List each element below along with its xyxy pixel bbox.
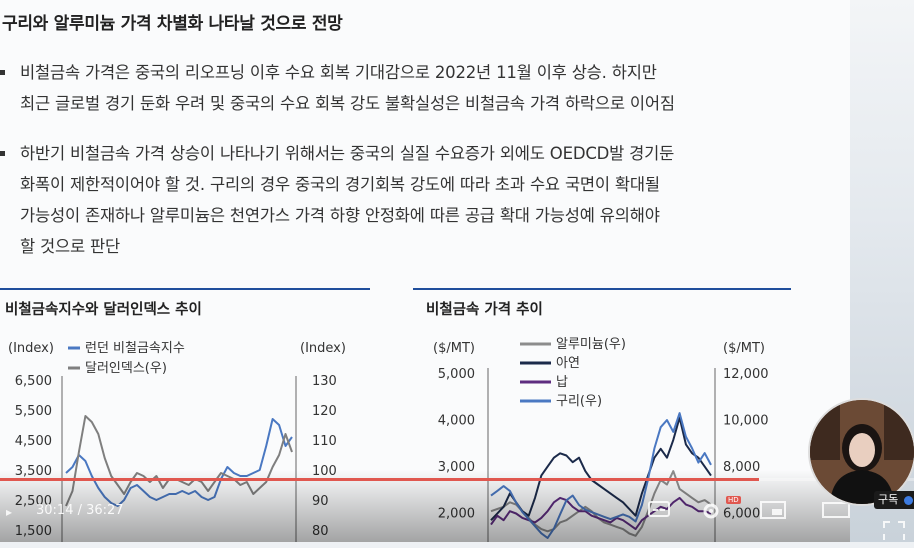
- bullet-2-line-2: 화폭이 제한적이어야 할 것. 구리의 경우 중국의 경기회복 강도에 따라 초…: [20, 175, 660, 194]
- y-left-tick-label: 5,000: [438, 367, 475, 382]
- bullet-1: 비철금속 가격은 중국의 리오프닝 이후 수요 회복 기대감으로 2022년 1…: [0, 58, 850, 120]
- y-left-tick-label: 3,500: [15, 464, 52, 479]
- bullet-1-line-2: 최근 글로벌 경기 둔화 우려 및 중국의 수요 회복 강도 불확실성은 비철금…: [20, 94, 675, 113]
- y-right-tick-label: 130: [312, 374, 337, 389]
- y-right-tick-label: 10,000: [723, 414, 769, 429]
- y-left-tick-label: 5,500: [15, 404, 52, 419]
- series-line-4: [490, 412, 712, 539]
- y-right-tick-label: 110: [312, 434, 337, 449]
- bullet-dot: [0, 151, 5, 156]
- y-right-tick-label: 12,000: [723, 367, 769, 382]
- chart-1-y-right-label: (Index): [300, 341, 346, 356]
- y-left-tick-label: 2,500: [15, 494, 52, 509]
- chart-2-panel: 비철금속 가격 추이 ($/MT) ($/MT) 알루미늄(우) 아연 납 구리…: [413, 288, 791, 548]
- chart-2-legend-2: 아연: [556, 356, 580, 371]
- presenter-image: [810, 400, 914, 504]
- volume-icon[interactable]: ▸: [6, 505, 13, 519]
- y-right-tick-label: 80: [312, 524, 329, 539]
- chart-2-svg: ($/MT) ($/MT) 알루미늄(우) 아연 납 구리(우) 5,000 4,…: [433, 337, 769, 542]
- bullet-dot: [0, 70, 5, 75]
- y-right-tick-label: 6,000: [723, 507, 760, 522]
- slide-title: 구리와 알루미늄 가격 차별화 나타날 것으로 전망: [2, 14, 343, 34]
- notification-dot: [903, 495, 913, 505]
- progress-fill: [0, 478, 759, 481]
- chart-1-title: 비철금속지수와 달러인덱스 추이: [5, 302, 202, 318]
- chart-1-panel: 비철금속지수와 달러인덱스 추이 (Index) (Index) 런던 비철금속…: [0, 288, 370, 548]
- chart-2-legend-1: 알루미늄(우): [556, 337, 626, 352]
- settings-icon[interactable]: [700, 500, 722, 526]
- fullscreen-icon[interactable]: [882, 520, 906, 544]
- webcam-avatar: [808, 398, 914, 506]
- y-right-tick-label: 8,000: [723, 460, 760, 475]
- chart-2-y-left-label: ($/MT): [433, 341, 475, 356]
- series-line-1: [65, 418, 293, 507]
- chart-1-y-left-label: (Index): [8, 341, 54, 356]
- chart-1-legend-1: 런던 비철금속지수: [85, 341, 185, 356]
- subscribe-label: 구독: [878, 493, 899, 506]
- series-line-2: [490, 416, 712, 521]
- y-left-tick-label: 4,000: [438, 414, 475, 429]
- theater-mode-icon[interactable]: [822, 500, 850, 524]
- progress-bar[interactable]: [0, 478, 914, 481]
- y-left-tick-label: 3,000: [438, 460, 475, 475]
- y-left-tick-label: 2,000: [438, 507, 475, 522]
- bullet-2-line-1: 하반기 비철금속 가격 상승이 나타나기 위해서는 중국의 실질 수요증가 외에…: [20, 144, 675, 163]
- chart-1-legend-2: 달러인덱스(우): [85, 361, 167, 376]
- chart-1-rule: [0, 288, 370, 290]
- time-display: 30:14 / 36:27: [36, 503, 124, 518]
- chart-2-rule: [413, 288, 791, 290]
- subtitles-icon[interactable]: [648, 500, 670, 522]
- bullet-1-line-1: 비철금속 가격은 중국의 리오프닝 이후 수요 회복 기대감으로 2022년 1…: [20, 63, 657, 82]
- subscribe-button[interactable]: 구독: [874, 491, 914, 509]
- bullet-2-line-4: 할 것으로 판단: [20, 237, 120, 256]
- y-left-tick-label: 1,500: [15, 524, 52, 539]
- chart-2-title: 비철금속 가격 추이: [426, 302, 543, 318]
- slide: 구리와 알루미늄 가격 차별화 나타날 것으로 전망 비철금속 가격은 중국의 …: [0, 0, 850, 542]
- miniplayer-icon[interactable]: [760, 500, 786, 524]
- hd-badge: HD: [726, 496, 741, 504]
- y-left-tick-label: 4,500: [15, 434, 52, 449]
- chart-1-svg: (Index) (Index) 런던 비철금속지수 달러인덱스(우) 6,500…: [8, 341, 346, 542]
- chart-2-y-right-label: ($/MT): [723, 341, 765, 356]
- series-line-3: [490, 496, 712, 531]
- chart-2-legend-4: 구리(우): [556, 394, 602, 409]
- y-right-tick-label: 120: [312, 404, 337, 419]
- y-right-tick-label: 90: [312, 494, 329, 509]
- chart-2-legend-3: 납: [556, 375, 568, 390]
- bullet-2: 하반기 비철금속 가격 상승이 나타나기 위해서는 중국의 실질 수요증가 외에…: [0, 139, 850, 269]
- y-right-tick-label: 100: [312, 464, 337, 479]
- y-left-tick-label: 6,500: [15, 374, 52, 389]
- bullet-2-line-3: 가능성이 존재하나 알루미늄은 천연가스 가격 하향 안정화에 따른 공급 확대…: [20, 206, 660, 225]
